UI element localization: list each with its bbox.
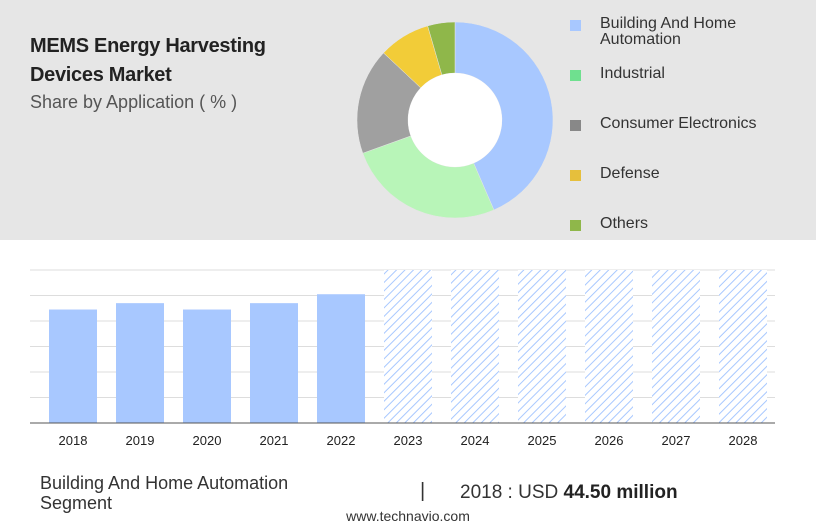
x-tick-label: 2018 bbox=[59, 433, 88, 448]
bar-2021 bbox=[250, 303, 298, 423]
stat-prefix: 2018 : USD bbox=[460, 482, 559, 503]
x-tick-label: 2024 bbox=[461, 433, 490, 448]
x-tick-label: 2022 bbox=[327, 433, 356, 448]
bar-2026 bbox=[585, 270, 633, 423]
legend-swatch bbox=[570, 120, 581, 131]
x-tick-label: 2021 bbox=[260, 433, 289, 448]
bar-2018 bbox=[49, 309, 97, 423]
x-tick-label: 2020 bbox=[193, 433, 222, 448]
bar-2020 bbox=[183, 309, 231, 423]
legend-label: Building And Home Automation bbox=[600, 15, 737, 48]
x-tick-label: 2028 bbox=[729, 433, 758, 448]
x-tick-label: 2019 bbox=[126, 433, 155, 448]
x-tick-label: 2025 bbox=[528, 433, 557, 448]
legend-label: Defense bbox=[600, 165, 660, 182]
bar-2023 bbox=[384, 270, 432, 423]
donut-chart bbox=[356, 21, 554, 219]
bar-2022 bbox=[317, 294, 365, 423]
legend-swatch bbox=[570, 70, 581, 81]
bar-2027 bbox=[652, 270, 700, 423]
legend-swatch bbox=[570, 170, 581, 181]
chart-title: MEMS Energy Harvesting Devices Market bbox=[30, 35, 266, 86]
bar-2025 bbox=[518, 270, 566, 423]
segment-label: Building And Home Automation Segment bbox=[40, 473, 289, 513]
legend-item: Defense bbox=[570, 166, 800, 182]
legend-label: Consumer Electronics bbox=[600, 115, 757, 132]
footer-url: www.technavio.com bbox=[346, 508, 470, 524]
x-tick-label: 2027 bbox=[662, 433, 691, 448]
x-tick-label: 2023 bbox=[394, 433, 423, 448]
legend-item: Others bbox=[570, 216, 800, 232]
legend-item: Industrial bbox=[570, 66, 800, 82]
bar-2024 bbox=[451, 270, 499, 423]
stat-value: 44.50 million bbox=[563, 482, 678, 503]
bar-chart: 2018 2019 2020 2021 2022 2023 2024 2025 2026 2027… bbox=[30, 269, 775, 448]
segment-stat: 2018 : USD 44.50 million bbox=[460, 482, 678, 504]
bar-2019 bbox=[116, 303, 164, 423]
donut-hole bbox=[408, 73, 502, 167]
legend-item: Building And Home Automation bbox=[570, 16, 800, 48]
bar-2028 bbox=[719, 270, 767, 423]
chart-subtitle: Share by Application ( % ) bbox=[30, 92, 238, 112]
legend-label: Others bbox=[600, 215, 649, 232]
legend-item: Consumer Electronics bbox=[570, 116, 800, 132]
legend-swatch bbox=[570, 20, 581, 31]
x-tick-label: 2026 bbox=[595, 433, 624, 448]
legend-swatch bbox=[570, 220, 581, 231]
divider: | bbox=[420, 480, 426, 502]
legend-label: Industrial bbox=[600, 65, 665, 82]
